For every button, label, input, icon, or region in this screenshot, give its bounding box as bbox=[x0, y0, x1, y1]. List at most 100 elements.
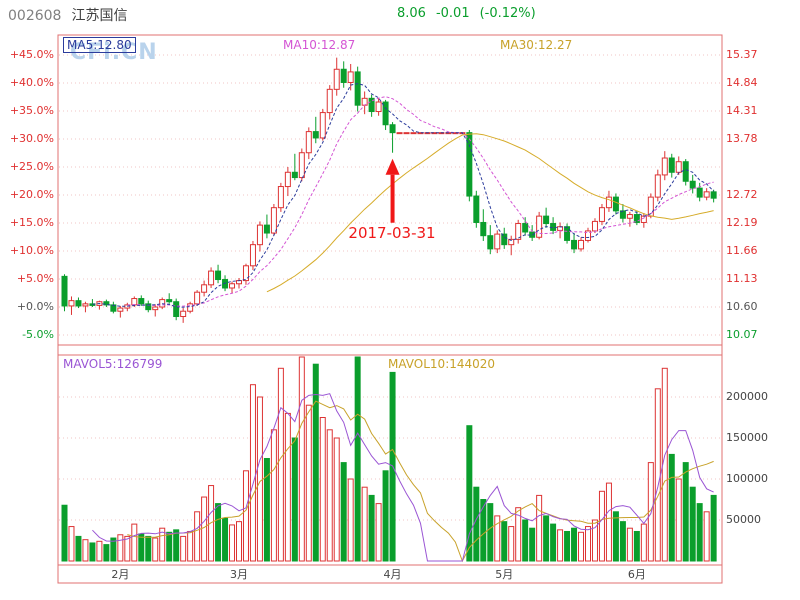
volume-bar bbox=[249, 384, 256, 562]
candle-body bbox=[626, 214, 633, 219]
stock-name: 江苏国信 bbox=[71, 8, 128, 24]
annotation-arrow-shaft bbox=[390, 174, 395, 223]
volume-bar bbox=[187, 530, 194, 562]
volume-bar bbox=[668, 453, 675, 562]
volume-bar bbox=[557, 529, 564, 562]
volume-bar bbox=[633, 530, 640, 562]
candle-body bbox=[340, 68, 347, 83]
candle-body bbox=[208, 270, 215, 286]
stock-header: 002608 江苏国信 bbox=[8, 5, 127, 25]
candle-body bbox=[312, 131, 319, 139]
candle-body bbox=[249, 244, 256, 267]
candle-body bbox=[543, 215, 550, 225]
volume-bar bbox=[675, 478, 682, 562]
volume-bar bbox=[75, 535, 82, 562]
volume-bar bbox=[319, 417, 326, 562]
volume-bar bbox=[312, 363, 319, 562]
volume-bar bbox=[347, 478, 354, 562]
candle-body bbox=[585, 230, 591, 241]
candle-body bbox=[612, 196, 619, 212]
candle-body bbox=[403, 132, 410, 135]
volume-bar bbox=[682, 462, 689, 562]
stock-code: 002608 bbox=[8, 8, 62, 24]
candle-body bbox=[529, 231, 536, 238]
volume-bar bbox=[522, 519, 529, 562]
candle-body bbox=[131, 298, 138, 306]
volume-bar bbox=[236, 521, 242, 562]
volume-bar bbox=[138, 533, 145, 562]
price-change: -0.01 bbox=[435, 6, 470, 21]
volume-bar bbox=[578, 531, 585, 562]
price-change-percent: (-0.12%) bbox=[479, 6, 536, 21]
volume-bar bbox=[61, 504, 68, 562]
candle-body bbox=[361, 97, 368, 106]
ma5-line bbox=[92, 83, 715, 308]
candle-body bbox=[326, 88, 333, 114]
mavol10-line bbox=[127, 400, 714, 563]
volume-bar bbox=[173, 529, 180, 562]
candle-body bbox=[396, 132, 403, 135]
candle-body bbox=[375, 101, 382, 113]
volume-bar bbox=[256, 396, 263, 562]
volume-bar bbox=[117, 534, 124, 562]
volume-bar bbox=[194, 511, 201, 562]
volume-bar bbox=[640, 523, 647, 562]
candle-body bbox=[82, 303, 89, 307]
volume-bar bbox=[696, 503, 703, 562]
candle-body bbox=[578, 239, 585, 250]
volume-bar bbox=[375, 503, 382, 562]
volume-bar bbox=[654, 388, 661, 562]
volume-bar bbox=[605, 482, 612, 562]
candle-body bbox=[173, 301, 180, 318]
volume-bar bbox=[242, 470, 249, 562]
candle-body bbox=[298, 152, 305, 179]
candle-body bbox=[222, 279, 229, 289]
ma30-line bbox=[266, 133, 714, 293]
candle-body bbox=[284, 171, 291, 188]
volume-bar bbox=[131, 523, 138, 562]
volume-bar bbox=[68, 526, 75, 562]
volume-bar bbox=[124, 535, 131, 562]
volume-bar bbox=[543, 515, 550, 562]
candle-body bbox=[194, 291, 201, 305]
candle-body bbox=[508, 238, 515, 246]
candle-body bbox=[263, 224, 270, 234]
volume-bar bbox=[361, 486, 368, 562]
candle-body bbox=[710, 191, 717, 199]
volume-bar bbox=[598, 490, 605, 562]
candle-body bbox=[256, 224, 263, 246]
volume-bar bbox=[222, 517, 229, 562]
volume-bar bbox=[536, 494, 543, 562]
candle-body bbox=[703, 191, 710, 198]
volume-bar bbox=[340, 462, 347, 562]
candle-body bbox=[598, 207, 605, 222]
candle-body bbox=[501, 233, 508, 246]
volume-bar bbox=[326, 429, 333, 562]
volume-bar bbox=[564, 530, 571, 562]
volume-bar bbox=[103, 544, 110, 562]
volume-bar bbox=[354, 356, 361, 562]
mavol5-label: MAVOL5:126799 bbox=[63, 357, 163, 371]
volume-bar bbox=[501, 521, 508, 562]
volume-bar bbox=[571, 527, 578, 562]
ma5-label: MA5:12.80 bbox=[63, 37, 136, 53]
candle-body bbox=[389, 124, 396, 134]
volume-bar bbox=[619, 521, 626, 562]
candle-body bbox=[68, 300, 75, 307]
mavol10-label: MAVOL10:144020 bbox=[388, 357, 496, 371]
volume-bar bbox=[368, 494, 375, 562]
candle-body bbox=[291, 171, 298, 179]
candle-body bbox=[668, 157, 675, 173]
volume-bar bbox=[591, 519, 598, 562]
volume-bar bbox=[480, 499, 487, 562]
x-axis-strip bbox=[57, 564, 723, 584]
annotation-date: 2017-03-31 bbox=[348, 224, 436, 242]
volume-bar bbox=[284, 412, 291, 562]
candle-body bbox=[564, 226, 571, 241]
candle-body bbox=[187, 303, 194, 312]
candle-body bbox=[145, 303, 152, 311]
candle-body bbox=[89, 303, 96, 306]
candle-body bbox=[333, 68, 340, 90]
